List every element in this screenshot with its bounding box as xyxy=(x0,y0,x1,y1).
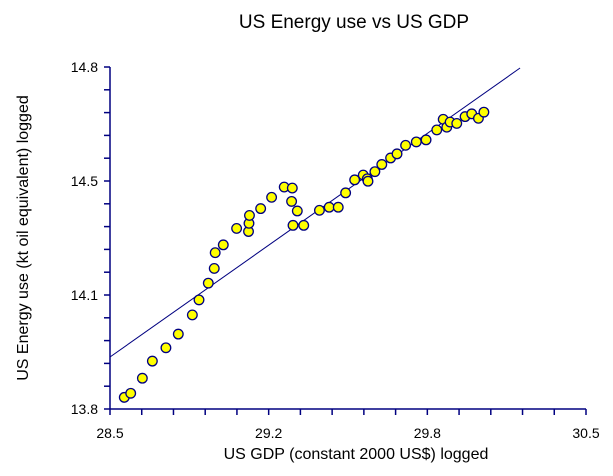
data-point xyxy=(313,204,325,216)
data-point xyxy=(172,328,184,340)
x-tick-label: 30.5 xyxy=(572,425,599,441)
x-axis-label: US GDP (constant 2000 US$) logged xyxy=(224,446,489,463)
data-point xyxy=(391,148,403,160)
x-tick-label: 29.2 xyxy=(255,425,282,441)
data-point xyxy=(451,117,463,129)
x-tick-label: 28.5 xyxy=(96,425,123,441)
x-tick-label: 29.8 xyxy=(414,425,441,441)
data-point xyxy=(478,106,490,118)
data-point xyxy=(332,201,344,213)
data-point xyxy=(209,247,221,259)
y-tick-label: 14.8 xyxy=(71,59,98,75)
data-point xyxy=(362,175,374,187)
data-point xyxy=(400,139,412,151)
data-point xyxy=(323,201,335,213)
y-tick-label: 14.5 xyxy=(71,173,98,189)
data-point xyxy=(231,222,243,234)
data-point xyxy=(160,342,172,354)
data-point xyxy=(340,187,352,199)
y-tick-label: 14.1 xyxy=(71,287,98,303)
data-point xyxy=(136,372,148,384)
data-point xyxy=(193,294,205,306)
data-point xyxy=(431,124,443,136)
data-point xyxy=(244,209,255,221)
data-point xyxy=(286,195,298,207)
data-point xyxy=(255,203,267,215)
data-point xyxy=(298,219,310,231)
data-point xyxy=(146,355,158,367)
data-point xyxy=(349,174,361,186)
chart-title: US Energy use vs US GDP xyxy=(239,12,469,33)
data-point xyxy=(266,191,278,203)
data-point xyxy=(376,159,388,170)
y-tick-label: 13.8 xyxy=(71,401,98,417)
data-point xyxy=(202,277,214,289)
data-point xyxy=(369,166,381,178)
data-point xyxy=(217,239,229,251)
data-point xyxy=(287,219,299,231)
data-point xyxy=(286,182,298,194)
data-point xyxy=(186,309,198,321)
axes: 28.5 29.2 29.8 30.5 13.8 14.1 14.5 14.8 xyxy=(71,59,600,441)
data-point xyxy=(291,205,303,217)
y-axis-label: US Energy use (kt oil equivalent) logged xyxy=(15,95,32,381)
data-point xyxy=(208,262,220,274)
data-point xyxy=(125,387,137,399)
data-point xyxy=(410,136,422,148)
data-point xyxy=(420,134,432,146)
data-points xyxy=(118,106,490,403)
